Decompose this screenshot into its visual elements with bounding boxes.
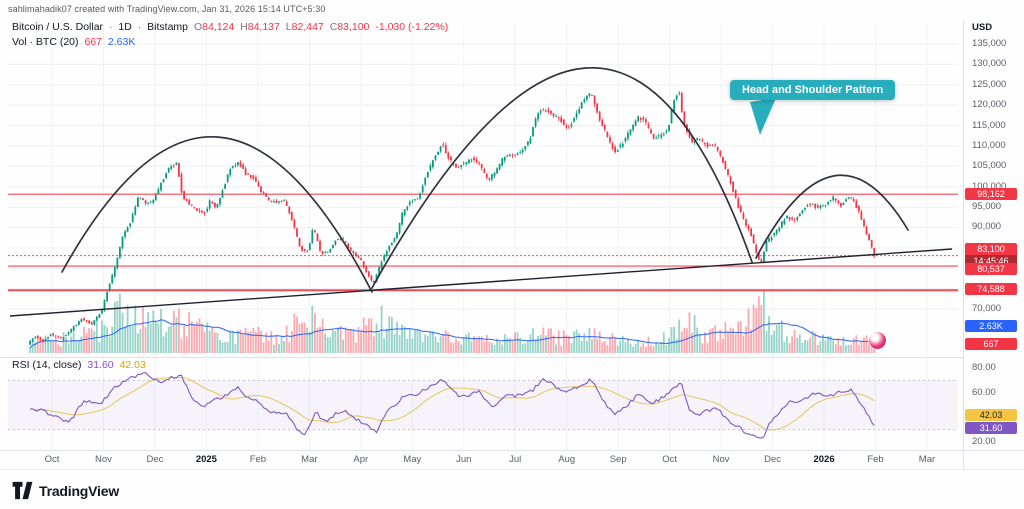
attribution-text: sahlimahadik07 created with TradingView.… xyxy=(8,4,326,14)
volume-ma-value: 2.63K xyxy=(107,36,136,48)
ohlc-low-value: 82,447 xyxy=(291,21,324,33)
rsi-indicator-label[interactable]: RSI (14, close) xyxy=(12,359,82,371)
time-axis-label: Dec xyxy=(146,454,164,465)
time-axis-label: 2025 xyxy=(195,454,217,465)
price-level-tag[interactable]: 74,588 xyxy=(965,283,1017,296)
symbol-legend: Bitcoin / U.S. Dollar · 1D · Bitstamp O8… xyxy=(12,21,451,33)
legend-separator: · xyxy=(137,21,142,33)
volume-legend: Vol · BTC (20) 667 2.63K xyxy=(12,36,138,48)
time-axis-label: Nov xyxy=(95,454,112,465)
price-tick-label: 110,000 xyxy=(972,139,1006,151)
time-axis-label: 2026 xyxy=(813,454,835,465)
price-tick-label: 90,000 xyxy=(972,221,1002,233)
price-tick-label: 130,000 xyxy=(972,58,1007,70)
rsi-tick-label: 60.00 xyxy=(972,386,996,398)
rsi-axis-tag[interactable]: 31.60 xyxy=(965,421,1017,434)
ohlc-close-label: C xyxy=(329,21,338,33)
time-axis-label: Nov xyxy=(712,454,730,465)
price-change: -1,030 (-1.22%) xyxy=(375,21,449,33)
volume-current-value: 667 xyxy=(84,36,102,48)
ohlc-high-label: H xyxy=(240,21,248,33)
rsi-value: 31.60 xyxy=(87,359,114,371)
ohlc-open-label: O xyxy=(193,21,203,33)
symbol-interval[interactable]: 1D xyxy=(118,21,132,33)
tradingview-logo-icon xyxy=(12,481,33,500)
price-axis-unit: USD xyxy=(972,22,993,33)
price-tick-label: 95,000 xyxy=(972,201,1002,213)
tradingview-logo[interactable]: TradingView xyxy=(12,481,119,500)
time-axis-label: Feb xyxy=(867,454,884,465)
current-price-value: 83,100 xyxy=(965,242,1017,255)
ohlc-close-value: 83,100 xyxy=(337,21,370,33)
ohlc-high-value: 84,137 xyxy=(247,21,280,33)
ohlc-open-value: 84,124 xyxy=(202,21,235,33)
tradingview-logo-text: TradingView xyxy=(39,482,120,499)
ohlc-low-label: L xyxy=(285,21,292,33)
time-axis-label: Jun xyxy=(456,454,472,465)
volume-indicator-label[interactable]: Vol · BTC (20) xyxy=(12,36,79,48)
time-axis-label: Apr xyxy=(353,454,369,465)
rsi-tick-label: 80.00 xyxy=(972,362,996,373)
time-axis-label: Oct xyxy=(662,454,678,465)
time-axis-label: Aug xyxy=(558,454,576,465)
time-axis-label: Sep xyxy=(609,454,627,465)
pattern-callout[interactable]: Head and Shoulder Pattern xyxy=(730,80,896,100)
volume-axis-tag[interactable]: 667 xyxy=(965,338,1017,350)
price-tick-label: 115,000 xyxy=(972,119,1006,131)
emoji-sticker-icon[interactable] xyxy=(869,332,886,349)
price-axis: USD 135,000 130,000 125,000 120,000 115,000 1… xyxy=(963,0,1024,470)
time-axis-label: May xyxy=(403,454,422,465)
rsi-axis-tag[interactable]: 42.03 xyxy=(965,408,1017,421)
symbol-title[interactable]: Bitcoin / U.S. Dollar xyxy=(12,21,104,33)
price-level-tag[interactable]: 80,537 xyxy=(965,263,1017,276)
price-level-tag[interactable]: 98,162 xyxy=(965,188,1017,201)
rsi-legend: RSI (14, close) 31.60 42.03 xyxy=(12,359,149,371)
rsi-ma-value: 42.03 xyxy=(119,359,146,371)
price-tick-label: 100,000 xyxy=(972,180,1007,192)
time-axis-label: Oct xyxy=(44,454,60,465)
price-tick-label: 70,000 xyxy=(972,303,1002,314)
rsi-tick-label: 20.00 xyxy=(972,436,996,447)
price-tick-label: 135,000 xyxy=(972,38,1007,49)
price-tick-label: 105,000 xyxy=(972,160,1007,172)
price-tick-label: 120,000 xyxy=(972,99,1007,111)
time-axis-label: Mar xyxy=(918,454,936,465)
time-axis-label: Dec xyxy=(764,454,782,465)
volume-axis-tag[interactable]: 2.63K xyxy=(965,320,1017,332)
symbol-exchange[interactable]: Bitstamp xyxy=(147,21,189,33)
time-axis-label: Mar xyxy=(301,454,318,465)
legend-separator: · xyxy=(108,21,113,33)
time-axis-label: Jul xyxy=(509,454,522,465)
time-axis-label: Feb xyxy=(249,454,267,465)
time-axis: Oct Nov Dec 2025 Feb Mar Apr May Jun Jul Aug Sep Oct… xyxy=(0,452,958,468)
price-tick-label: 125,000 xyxy=(972,78,1007,90)
